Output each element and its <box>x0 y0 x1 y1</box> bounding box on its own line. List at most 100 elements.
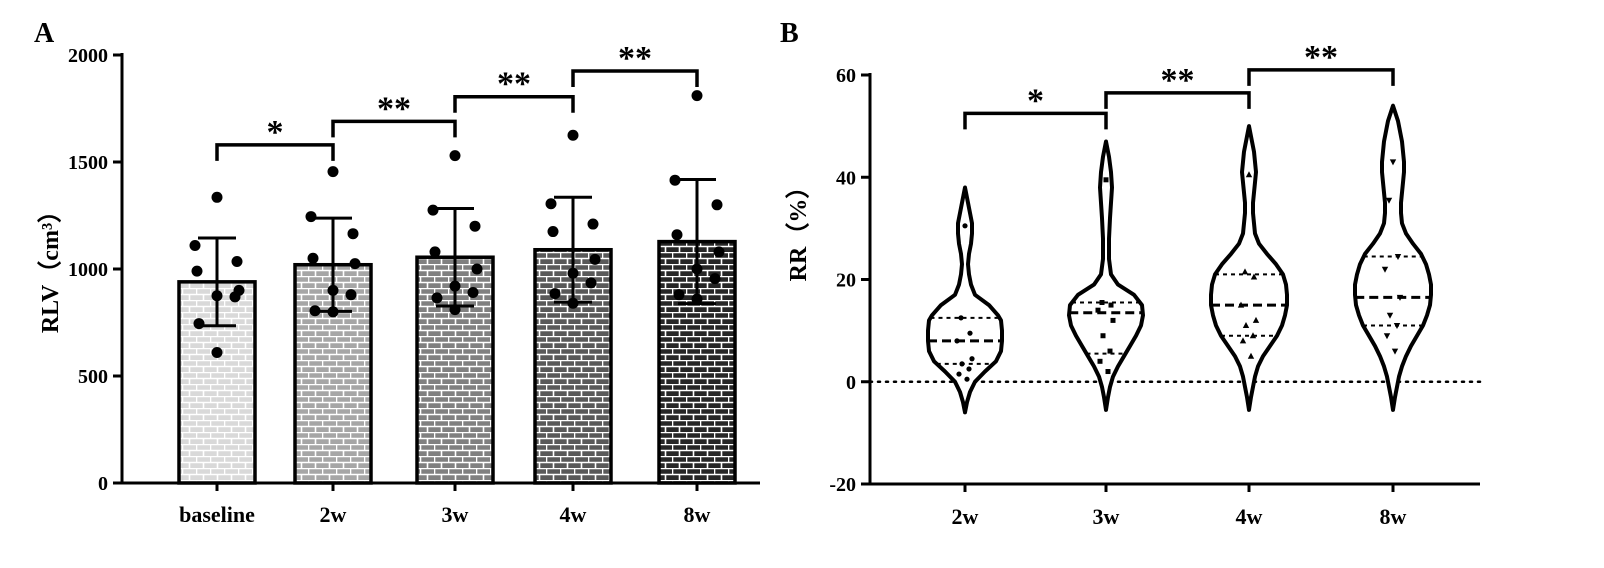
data-point <box>467 287 479 299</box>
data-point <box>327 166 339 178</box>
data-point <box>1242 322 1250 329</box>
data-point <box>1250 273 1258 280</box>
data-point <box>471 263 483 275</box>
data-point <box>1383 333 1391 340</box>
data-point <box>231 256 243 268</box>
data-point <box>1099 300 1105 306</box>
y-tick-label: 0 <box>98 473 108 495</box>
data-point <box>567 297 579 309</box>
violin-outline <box>1209 124 1289 412</box>
data-point <box>1386 312 1394 319</box>
data-point <box>449 150 461 162</box>
data-point <box>1381 266 1389 273</box>
data-point <box>669 174 681 186</box>
data-point <box>671 229 683 241</box>
data-point <box>427 204 439 216</box>
data-point <box>305 211 317 223</box>
data-point <box>229 291 241 303</box>
data-point <box>966 366 972 372</box>
x-tick-label: 4w <box>1236 504 1263 529</box>
data-point <box>1108 302 1114 308</box>
data-point <box>1252 316 1260 323</box>
data-point <box>1107 348 1113 354</box>
data-point <box>449 280 461 292</box>
data-point <box>469 220 481 232</box>
data-point <box>347 228 359 240</box>
data-point <box>211 290 223 302</box>
data-point <box>1103 177 1109 183</box>
data-point <box>547 226 559 238</box>
x-tick-label: 8w <box>1380 504 1407 529</box>
data-point <box>1394 253 1402 260</box>
panel-b-points <box>954 159 1404 382</box>
y-tick-label: 1000 <box>68 259 108 281</box>
x-tick-label: 2w <box>320 502 347 527</box>
panel-b-y-axis-title: RR（%） <box>785 175 812 282</box>
significance-bracket <box>1104 91 1251 109</box>
x-tick-label: 8w <box>684 502 711 527</box>
panel-a-letter: A <box>34 18 55 49</box>
data-point <box>345 289 357 301</box>
y-tick-label: 1500 <box>68 152 108 174</box>
data-point <box>189 239 201 251</box>
significance-label: * <box>267 114 284 151</box>
data-point <box>964 376 970 382</box>
violin-outline <box>926 185 1004 415</box>
data-point <box>211 191 223 203</box>
significance-bracket <box>571 69 699 88</box>
panel-a: A RLV（cm³） 0 500 1000 1500 2000 baseline 2w 3w 4… <box>34 18 760 527</box>
data-point <box>567 267 579 279</box>
data-point <box>1391 348 1399 355</box>
violin-outline <box>1067 139 1145 412</box>
panel-a-significance: ******* <box>215 40 699 161</box>
y-tick-label: 500 <box>78 366 108 388</box>
data-point <box>673 289 685 301</box>
significance-bracket <box>453 94 575 113</box>
significance-label: ** <box>1304 39 1338 76</box>
data-point <box>1249 332 1257 339</box>
data-point <box>956 371 962 377</box>
x-tick-label: 3w <box>1093 504 1120 529</box>
data-point <box>958 315 964 321</box>
data-point <box>1100 333 1106 339</box>
x-tick-label: 4w <box>560 502 587 527</box>
data-point <box>1247 352 1255 359</box>
data-point <box>709 273 721 285</box>
data-point <box>431 292 443 304</box>
significance-bracket <box>963 111 1108 130</box>
y-tick-label: 60 <box>836 65 856 87</box>
data-point <box>1241 268 1249 275</box>
y-tick-label: 20 <box>836 270 856 292</box>
data-point <box>567 129 579 141</box>
y-tick-label: -20 <box>829 474 856 496</box>
data-point <box>545 198 557 210</box>
data-point <box>211 346 223 358</box>
data-point <box>959 361 965 367</box>
significance-label: ** <box>618 40 652 77</box>
data-point <box>691 293 703 305</box>
y-tick-label: 0 <box>846 372 856 394</box>
significance-bracket <box>215 143 335 161</box>
data-point <box>691 90 703 102</box>
x-tick-label: 2w <box>952 504 979 529</box>
data-point <box>589 253 601 265</box>
data-point <box>307 252 319 264</box>
data-point <box>1105 369 1111 375</box>
panel-a-bars <box>177 239 737 485</box>
panel-b-letter: B <box>780 18 799 49</box>
data-point <box>549 288 561 300</box>
data-point <box>954 338 960 344</box>
panel-a-points <box>189 90 725 358</box>
data-point <box>1095 307 1101 313</box>
data-point <box>449 304 461 316</box>
data-point <box>1389 159 1397 166</box>
panel-a-axes: 0 500 1000 1500 2000 baseline 2w 3w 4w 8w <box>68 45 760 527</box>
data-point <box>1237 301 1245 308</box>
data-point <box>429 246 441 258</box>
data-point <box>1396 294 1404 301</box>
data-point <box>587 218 599 230</box>
data-point <box>191 265 203 277</box>
violin-outline <box>1353 103 1433 412</box>
